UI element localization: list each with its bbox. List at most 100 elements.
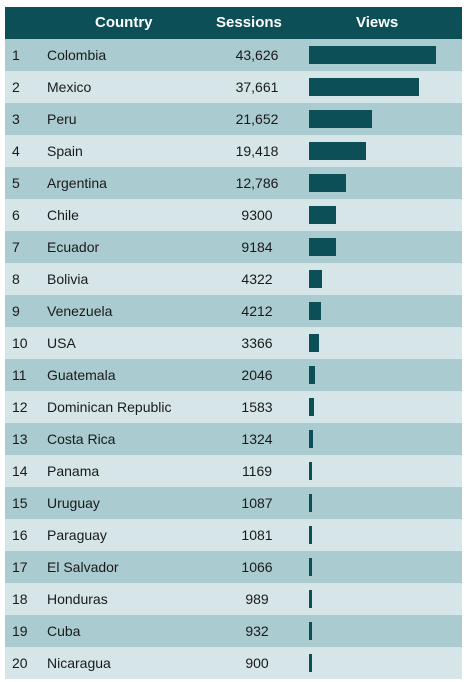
rank-cell: 19 [12, 623, 28, 639]
table-row: 9 Venezuela 4212 [5, 295, 462, 327]
rank-cell: 18 [12, 591, 28, 607]
rank-cell: 14 [12, 463, 28, 479]
table-row: 14 Panama 1169 [5, 455, 462, 487]
country-cell: Venezuela [47, 303, 113, 319]
views-bar [309, 494, 312, 512]
table-row: 2 Mexico 37,661 [5, 71, 462, 103]
sessions-cell: 3366 [241, 335, 273, 351]
table-row: 1 Colombia 43,626 [5, 39, 462, 71]
sessions-cell: 9184 [241, 239, 273, 255]
table-row: 13 Costa Rica 1324 [5, 423, 462, 455]
views-bar [309, 142, 366, 160]
rank-cell: 11 [12, 367, 27, 383]
country-cell: Bolivia [47, 271, 89, 287]
country-cell: Panama [47, 463, 100, 479]
table-row: 3 Peru 21,652 [5, 103, 462, 135]
views-bar [309, 302, 321, 320]
table-row: 19 Cuba 932 [5, 615, 462, 647]
table-row: 7 Ecuador 9184 [5, 231, 462, 263]
rank-cell: 8 [12, 271, 20, 287]
views-bar [309, 78, 419, 96]
country-cell: Uruguay [47, 495, 100, 511]
sessions-cell: 1066 [241, 559, 273, 575]
table-header: Country Sessions Views [5, 7, 462, 39]
sessions-column-header: Sessions [216, 14, 282, 31]
rank-cell: 7 [12, 239, 20, 255]
views-bar [309, 590, 312, 608]
views-column-header: Views [356, 14, 399, 31]
sessions-cell: 4322 [241, 271, 273, 287]
table-row: 10 USA 3366 [5, 327, 462, 359]
table-row: 15 Uruguay 1087 [5, 487, 462, 519]
country-cell: Colombia [47, 47, 107, 63]
country-cell: Argentina [47, 175, 107, 191]
rank-cell: 13 [12, 431, 28, 447]
country-cell: Cuba [47, 623, 81, 639]
country-cell: Nicaragua [47, 655, 111, 671]
country-cell: Paraguay [47, 527, 107, 543]
country-cell: Dominican Republic [47, 399, 172, 415]
views-bar [309, 238, 336, 256]
rank-cell: 3 [12, 111, 20, 127]
rank-cell: 4 [12, 143, 20, 159]
sessions-cell: 1169 [241, 463, 273, 479]
table-row: 12 Dominican Republic 1583 [5, 391, 462, 423]
sessions-cell: 12,786 [235, 175, 279, 191]
rank-cell: 9 [12, 303, 20, 319]
sessions-cell: 4212 [241, 303, 273, 319]
country-cell: Guatemala [47, 367, 116, 383]
country-cell: Costa Rica [47, 431, 116, 447]
rank-cell: 16 [12, 527, 28, 543]
sessions-cell: 21,652 [235, 111, 279, 127]
rank-cell: 2 [12, 79, 20, 95]
views-bar [309, 398, 314, 416]
sessions-cell: 19,418 [235, 143, 279, 159]
country-cell: Mexico [47, 79, 92, 95]
sessions-cell: 9300 [241, 207, 273, 223]
rank-cell: 17 [12, 559, 28, 575]
country-cell: Spain [47, 143, 83, 159]
views-bar [309, 654, 312, 672]
views-bar [309, 526, 312, 544]
country-cell: Chile [47, 207, 79, 223]
sessions-cell: 900 [245, 655, 269, 671]
table-row: 18 Honduras 989 [5, 583, 462, 615]
sessions-table: Country Sessions Views 1 Colombia 43,626 2 M… [5, 7, 462, 679]
rank-cell: 6 [12, 207, 20, 223]
table-row: 5 Argentina 12,786 [5, 167, 462, 199]
rank-cell: 20 [12, 655, 28, 671]
country-cell: Ecuador [47, 239, 100, 255]
views-bar [309, 622, 312, 640]
rank-cell: 15 [12, 495, 28, 511]
table-row: 11 Guatemala 2046 [5, 359, 462, 391]
views-bar [309, 46, 436, 64]
views-bar [309, 462, 312, 480]
rank-cell: 10 [12, 335, 28, 351]
table-row: 6 Chile 9300 [5, 199, 462, 231]
views-bar [309, 174, 346, 192]
views-bar [309, 334, 319, 352]
views-bar [309, 430, 313, 448]
sessions-cell: 2046 [241, 367, 273, 383]
table-row: 17 El Salvador 1066 [5, 551, 462, 583]
table-row: 16 Paraguay 1081 [5, 519, 462, 551]
sessions-cell: 1087 [241, 495, 273, 511]
sessions-cell: 1081 [241, 527, 273, 543]
country-cell: El Salvador [47, 559, 119, 575]
table-row: 4 Spain 19,418 [5, 135, 462, 167]
table-row: 8 Bolivia 4322 [5, 263, 462, 295]
table-row: 20 Nicaragua 900 [5, 647, 462, 679]
views-bar [309, 270, 322, 288]
views-bar [309, 110, 372, 128]
sessions-cell: 1583 [241, 399, 273, 415]
rank-cell: 12 [12, 399, 28, 415]
views-bar [309, 206, 336, 224]
sessions-cell: 43,626 [235, 47, 279, 63]
sessions-cell: 1324 [241, 431, 273, 447]
sessions-cell: 37,661 [235, 79, 279, 95]
country-cell: USA [47, 335, 76, 351]
rank-cell: 1 [12, 47, 20, 63]
country-column-header: Country [95, 14, 153, 31]
sessions-cell: 932 [245, 623, 269, 639]
rank-cell: 5 [12, 175, 20, 191]
